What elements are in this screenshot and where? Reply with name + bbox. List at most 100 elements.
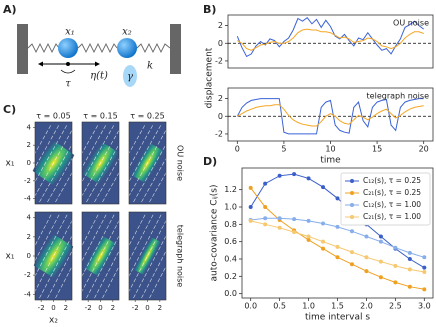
streamline bbox=[82, 220, 119, 292]
streamline bbox=[129, 123, 154, 169]
marker bbox=[321, 221, 326, 226]
panel-label: A) bbox=[3, 3, 17, 16]
marker bbox=[292, 172, 297, 177]
y-tick-label: -2 bbox=[215, 129, 223, 138]
marker bbox=[422, 287, 427, 292]
y-axis-label: auto-covariance Cᵢⱼ(s) bbox=[210, 185, 220, 282]
marker bbox=[422, 265, 427, 270]
marker bbox=[248, 218, 253, 223]
streamline bbox=[35, 213, 52, 247]
y-tick-label: 0.4 bbox=[224, 255, 237, 264]
wall bbox=[170, 24, 181, 74]
panel-label: B) bbox=[203, 3, 216, 16]
x-tick-label: 1.0 bbox=[302, 302, 315, 311]
row-label: OU noise bbox=[176, 145, 185, 181]
y-axis-label: displacement bbox=[205, 47, 215, 108]
y-tick-label: 0 bbox=[27, 159, 31, 167]
marker bbox=[349, 250, 354, 255]
streamline bbox=[47, 157, 72, 203]
x-tick-label: 2 bbox=[111, 304, 115, 312]
dot bbox=[66, 62, 70, 66]
x-tick-label: 0.0 bbox=[244, 302, 257, 311]
streamline bbox=[141, 157, 166, 203]
y-tick-label: 2 bbox=[218, 94, 223, 103]
diagram: x₁ x₂ τ η(t) k γ bbox=[17, 24, 181, 90]
x-tick-label: -2 bbox=[38, 304, 45, 312]
x-tick-label: 2.5 bbox=[389, 302, 402, 311]
streamline bbox=[129, 213, 146, 247]
marker bbox=[321, 246, 326, 251]
series-line bbox=[236, 98, 424, 135]
streamline bbox=[35, 220, 72, 292]
x-tick-label: 2 bbox=[64, 304, 68, 312]
streamline bbox=[82, 213, 115, 277]
x-tick-label: 0.5 bbox=[273, 302, 286, 311]
spring bbox=[136, 42, 171, 54]
marker bbox=[364, 269, 369, 274]
marker bbox=[263, 205, 268, 209]
label: x₂ bbox=[122, 27, 132, 38]
marker bbox=[422, 255, 427, 260]
heatmap-frame bbox=[128, 121, 167, 205]
x-axis-label: time interval s bbox=[305, 313, 370, 323]
column-title: τ = 0.15 bbox=[83, 112, 117, 121]
label: k bbox=[147, 61, 153, 72]
streamline bbox=[39, 235, 72, 299]
marker bbox=[378, 239, 383, 244]
marker bbox=[393, 280, 398, 285]
marker bbox=[335, 244, 340, 249]
streamline bbox=[82, 129, 119, 197]
streamline bbox=[35, 123, 68, 183]
spring bbox=[77, 42, 118, 54]
streamline bbox=[149, 265, 166, 299]
y-tick-label: 4 bbox=[27, 123, 32, 131]
y-tick-label: 0 bbox=[27, 252, 31, 260]
column-title: τ = 0.05 bbox=[36, 112, 70, 121]
y-tick-label: 2 bbox=[218, 21, 223, 30]
marker bbox=[248, 205, 253, 209]
marker bbox=[393, 263, 398, 268]
y-tick-label: -4 bbox=[24, 195, 32, 203]
marker bbox=[263, 181, 268, 186]
streamline bbox=[47, 250, 72, 299]
legend-marker bbox=[350, 203, 354, 207]
legend-label: C₂₁(s), τ = 0.25 bbox=[363, 188, 421, 197]
marker bbox=[306, 237, 311, 242]
marker bbox=[306, 218, 311, 223]
x-tick-label: 0 bbox=[51, 304, 55, 312]
y-axis-label: x₁ bbox=[6, 159, 15, 169]
y-tick-label: 2 bbox=[27, 233, 31, 241]
streamline bbox=[35, 213, 68, 277]
marker bbox=[335, 255, 340, 260]
x-tick-label: 3.0 bbox=[418, 302, 431, 311]
streamline bbox=[35, 123, 52, 154]
streamline bbox=[129, 213, 154, 262]
streamline bbox=[82, 123, 115, 183]
x-tick-label: 15 bbox=[372, 145, 382, 154]
marker bbox=[321, 239, 326, 244]
marker bbox=[321, 185, 326, 190]
legend-box bbox=[340, 172, 431, 226]
marker bbox=[277, 173, 282, 178]
marker bbox=[263, 222, 268, 227]
arrowhead bbox=[38, 61, 43, 67]
mass bbox=[58, 38, 78, 58]
x-tick-label: 20 bbox=[419, 145, 429, 154]
x-tick-label: 0 bbox=[98, 304, 102, 312]
marker bbox=[277, 216, 282, 221]
x-axis-label: time bbox=[320, 156, 341, 166]
streamline bbox=[129, 129, 166, 197]
x-tick-label: 5 bbox=[281, 145, 286, 154]
streamline bbox=[129, 220, 166, 292]
streamline bbox=[55, 265, 72, 299]
y-tick-label: 1.0 bbox=[224, 203, 237, 212]
damper bbox=[123, 65, 137, 87]
x-tick-label: 0 bbox=[235, 145, 240, 154]
column-title: τ = 0.25 bbox=[130, 112, 164, 121]
label: η(t) bbox=[90, 71, 108, 82]
wall bbox=[17, 24, 28, 74]
streamline bbox=[129, 123, 162, 183]
y-tick-label: -4 bbox=[24, 290, 32, 298]
marker bbox=[364, 234, 369, 239]
marker bbox=[263, 216, 268, 221]
